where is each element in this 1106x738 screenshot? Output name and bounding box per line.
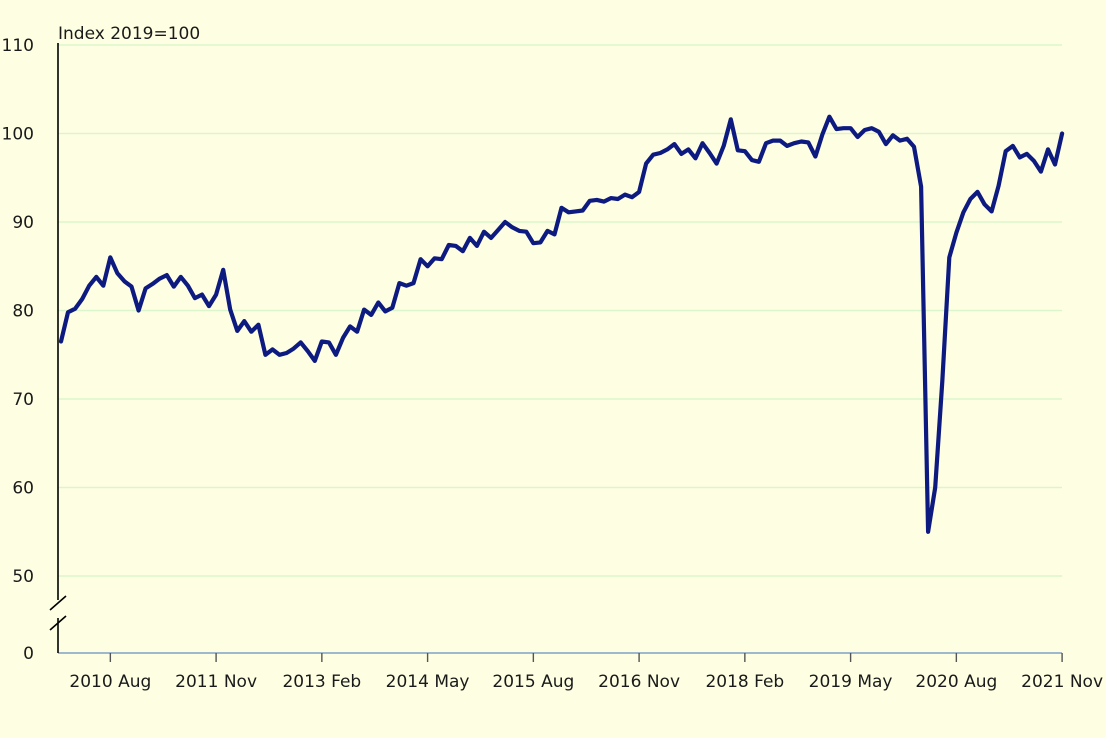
- y-tick-label: 110: [2, 36, 34, 56]
- y-tick-label: 70: [12, 390, 34, 410]
- y-baseline-label: 0: [23, 644, 34, 664]
- y-tick-label: 100: [2, 125, 34, 145]
- x-tick-label: 2013 Feb: [282, 672, 361, 692]
- y-tick-label: 80: [12, 302, 34, 322]
- x-tick-label: 2014 May: [386, 672, 470, 692]
- y-unit-label: Index 2019=100: [58, 24, 200, 44]
- x-tick-label: 2021 Nov: [1021, 672, 1103, 692]
- x-tick-label: 2018 Feb: [705, 672, 784, 692]
- y-tick-label: 90: [12, 213, 34, 233]
- axis-break-mark: [49, 615, 67, 631]
- y-axis-ticks: 50 60 70 80 90 100 110 0: [2, 36, 34, 664]
- y-tick-label: 60: [12, 479, 34, 499]
- y-axis: [49, 43, 67, 653]
- x-tick-label: 2019 May: [809, 672, 893, 692]
- y-tick-label: 50: [12, 567, 34, 587]
- x-axis: 2010 Aug 2011 Nov 2013 Feb 2014 May 2015 Aug…: [58, 652, 1103, 692]
- x-tick-label: 2015 Aug: [492, 672, 574, 692]
- x-tick-label: 2020 Aug: [915, 672, 997, 692]
- x-tick-label: 2011 Nov: [175, 672, 257, 692]
- axis-break-mark: [49, 595, 67, 611]
- x-tick-label: 2010 Aug: [69, 672, 151, 692]
- x-tick-label: 2016 Nov: [598, 672, 680, 692]
- series-line: [58, 114, 1065, 534]
- gridlines: [58, 44, 1062, 577]
- series-group: [58, 114, 1065, 534]
